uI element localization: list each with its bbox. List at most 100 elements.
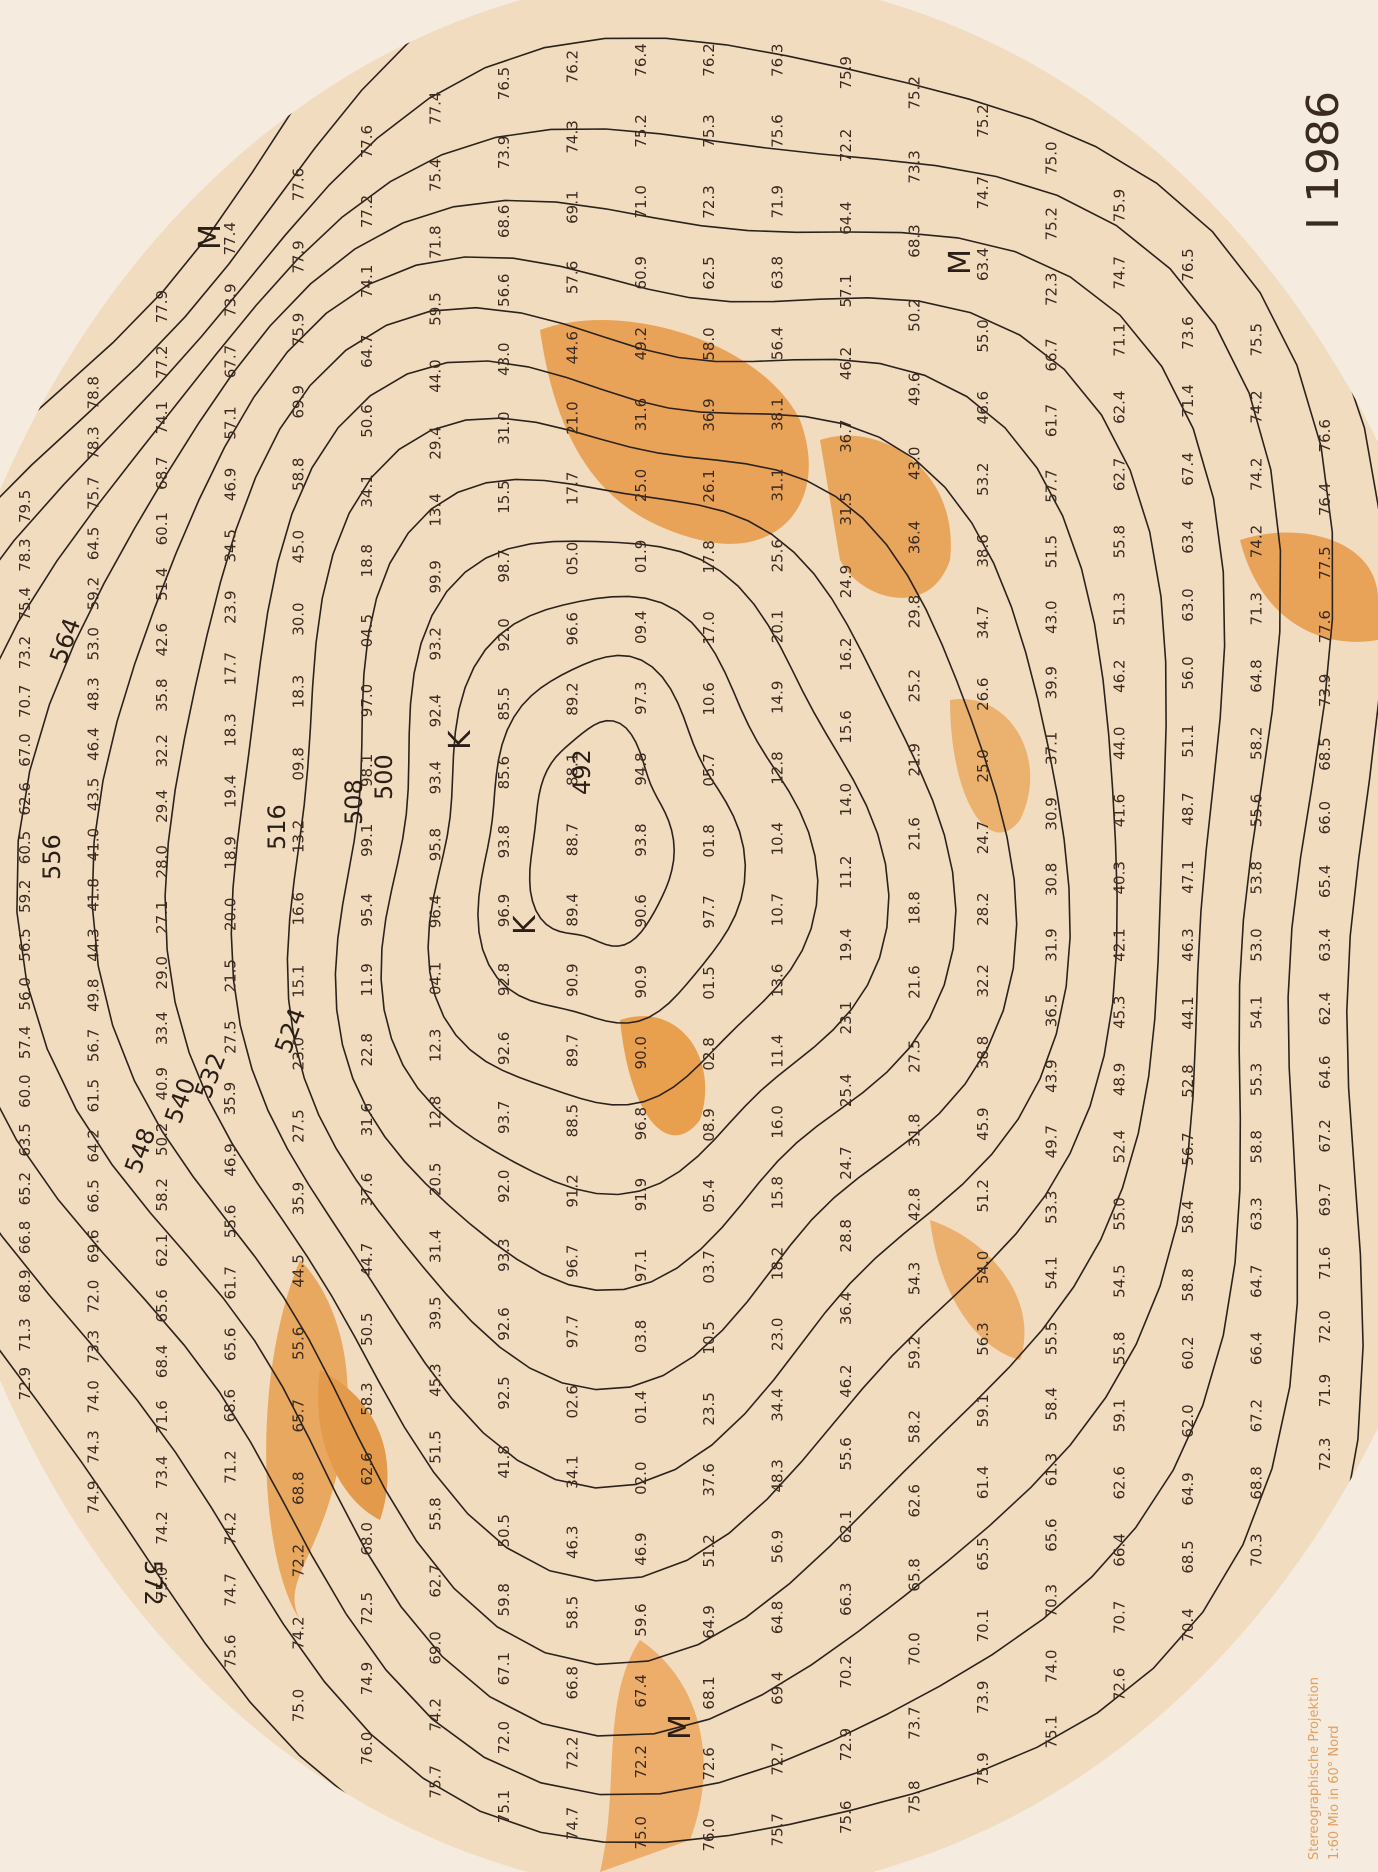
station-value: 69.6 <box>84 1230 102 1263</box>
station-value: 13.2 <box>290 820 308 853</box>
contour-line <box>286 417 1018 1391</box>
station-value: 75.9 <box>974 1752 992 1785</box>
station-value: 18.8 <box>905 891 923 924</box>
station-value: 77.2 <box>358 195 376 228</box>
station-value: 72.2 <box>837 129 855 162</box>
station-value: 29.8 <box>905 595 923 628</box>
station-value: 68.8 <box>290 1471 308 1504</box>
station-value: 71.3 <box>1248 592 1266 625</box>
station-value: 36.4 <box>837 1292 855 1325</box>
station-value: 48.3 <box>769 1459 787 1492</box>
station-value: 74.0 <box>84 1380 102 1413</box>
station-value: 67.2 <box>1248 1399 1266 1432</box>
station-value: 76.3 <box>769 44 787 77</box>
contour-line <box>0 37 1334 1844</box>
station-value: 53.0 <box>1248 928 1266 961</box>
station-value: 60.5 <box>16 831 34 864</box>
station-value: 74.7 <box>974 176 992 209</box>
station-value: 79.5 <box>16 490 34 523</box>
station-value: 65.5 <box>974 1537 992 1570</box>
station-value: 85.5 <box>495 687 513 720</box>
contour-labels: 492 500 508 516 524 532 540 548 556 564 … <box>38 224 978 1740</box>
station-value: 75.4 <box>16 587 34 620</box>
station-value: 69.0 <box>427 1631 445 1664</box>
station-value: 75.9 <box>837 56 855 89</box>
station-value: 57.6 <box>563 261 581 294</box>
high-center: M <box>943 249 978 275</box>
station-value: 64.4 <box>837 201 855 234</box>
station-value: 31.8 <box>905 1114 923 1147</box>
station-value: 75.7 <box>769 1813 787 1846</box>
station-value: 70.2 <box>837 1655 855 1688</box>
station-value: 68.9 <box>16 1269 34 1302</box>
station-value: 51.5 <box>427 1430 445 1463</box>
station-value: 59.1 <box>974 1394 992 1427</box>
station-value: 50.5 <box>495 1514 513 1547</box>
station-value: 74.3 <box>563 120 581 153</box>
station-value: 58.8 <box>1248 1130 1266 1163</box>
station-value: 68.8 <box>1248 1466 1266 1499</box>
map-title: I 1986 <box>1298 91 1349 230</box>
station-value: 04.1 <box>427 962 445 995</box>
station-value: 70.4 <box>1179 1608 1197 1641</box>
station-value: 74.2 <box>427 1698 445 1731</box>
station-value: 27.1 <box>153 901 171 934</box>
station-value: 72.0 <box>1316 1310 1334 1343</box>
station-value: 59.1 <box>1111 1399 1129 1432</box>
station-value: 34.1 <box>563 1455 581 1488</box>
station-value: 58.2 <box>1248 727 1266 760</box>
station-value: 70.3 <box>1042 1584 1060 1617</box>
station-value: 95.4 <box>358 893 376 926</box>
station-value: 72.2 <box>563 1736 581 1769</box>
station-value: 17.7 <box>221 652 239 685</box>
station-value: 26.1 <box>700 469 718 502</box>
station-value: 93.2 <box>427 627 445 660</box>
station-value: 56.0 <box>1179 656 1197 689</box>
station-value: 16.0 <box>769 1105 787 1138</box>
station-value: 74.1 <box>358 265 376 298</box>
contour-label: 556 <box>38 834 66 880</box>
station-value: 93.3 <box>495 1238 513 1271</box>
station-value: 70.7 <box>1111 1601 1129 1634</box>
high-center: M <box>193 224 228 250</box>
contour-line <box>16 199 1226 1737</box>
station-value: 77.9 <box>290 240 308 273</box>
station-value: 93.7 <box>495 1101 513 1134</box>
station-value: 77.5 <box>1316 546 1334 579</box>
station-value: 57.1 <box>837 274 855 307</box>
station-value: 35.9 <box>221 1082 239 1115</box>
station-value: 21.5 <box>221 959 239 992</box>
station-value: 74.3 <box>84 1430 102 1463</box>
station-value: 71.2 <box>221 1450 239 1483</box>
station-value: 64.9 <box>1179 1472 1197 1505</box>
station-value: 68.5 <box>1316 737 1334 770</box>
station-value: 68.6 <box>221 1389 239 1422</box>
station-value: 64.2 <box>84 1129 102 1162</box>
station-value: 47.1 <box>1179 860 1197 893</box>
station-value: 31.1 <box>769 468 787 501</box>
station-value: 56.5 <box>16 928 34 961</box>
station-value: 27.5 <box>221 1020 239 1053</box>
station-value: 64.8 <box>1248 659 1266 692</box>
station-value: 42.8 <box>905 1188 923 1221</box>
station-value: 75.9 <box>290 313 308 346</box>
station-value: 73.6 <box>1179 316 1197 349</box>
station-value: 17.8 <box>700 540 718 573</box>
station-value: 38.8 <box>974 1036 992 1069</box>
station-value: 66.8 <box>16 1221 34 1254</box>
low-center: K <box>443 729 478 750</box>
station-value: 59.2 <box>16 880 34 913</box>
station-value: 31.6 <box>632 398 650 431</box>
station-value: 54.1 <box>1042 1256 1060 1289</box>
station-value: 59.2 <box>905 1336 923 1369</box>
station-value: 36.9 <box>700 398 718 431</box>
station-value: 67.4 <box>632 1674 650 1707</box>
station-value: 30.0 <box>290 602 308 635</box>
station-value: 45.0 <box>290 530 308 563</box>
station-value: 73.9 <box>1316 674 1334 707</box>
station-value: 05.4 <box>700 1179 718 1212</box>
station-value: 75.1 <box>495 1790 513 1823</box>
station-value: 99.1 <box>358 824 376 857</box>
station-value: 10.4 <box>769 822 787 855</box>
station-value: 66.3 <box>837 1583 855 1616</box>
